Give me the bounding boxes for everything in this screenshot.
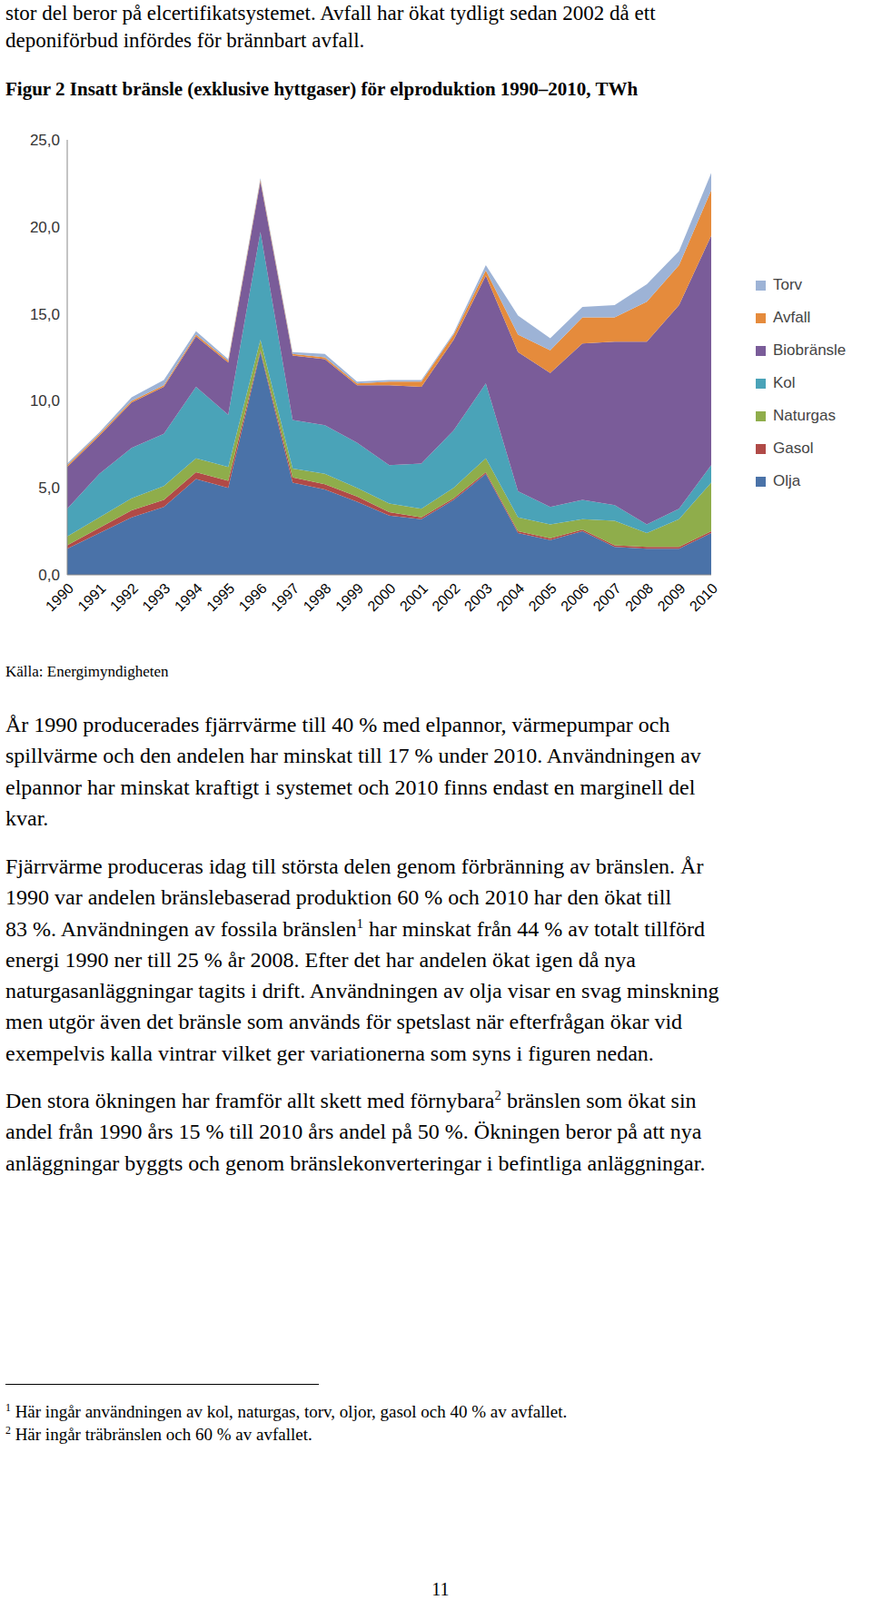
html-text:men utgör även det bränsle som: men utgör även det bränsle som används f… — [5, 1010, 683, 1035]
svg-text:25,0: 25,0 — [29, 131, 60, 149]
svg-text:1997: 1997 — [267, 580, 302, 615]
svg-text:1992: 1992 — [107, 580, 141, 615]
html-text:Figur 2 Insatt bränsle (exklus: Figur 2 Insatt bränsle (exklusive hyttga… — [5, 78, 638, 100]
svg-text:1990: 1990 — [42, 580, 77, 615]
html-text:1Här ingår användningen av kol: 1Här ingår användningen av kol, naturgas… — [5, 1402, 567, 1422]
svg-text:15,0: 15,0 — [29, 306, 60, 324]
svg-text:2010: 2010 — [686, 580, 721, 615]
svg-text:1999: 1999 — [332, 580, 367, 615]
html-text:Gasol: Gasol — [772, 439, 814, 457]
html-text:Olja: Olja — [772, 472, 801, 490]
html-text:Källa: Energimyndigheten: Källa: Energimyndigheten — [5, 663, 169, 681]
svg-text:2007: 2007 — [590, 580, 625, 615]
html-text:Avfall: Avfall — [772, 308, 811, 327]
html-text:Den stora ökningen har framför: Den stora ökningen har framför allt sket… — [5, 1088, 697, 1113]
html-text:Torv: Torv — [772, 276, 803, 294]
svg-text:2005: 2005 — [525, 580, 560, 615]
svg-text:1993: 1993 — [138, 580, 173, 615]
svg-text:10,0: 10,0 — [29, 392, 60, 410]
svg-text:1998: 1998 — [300, 580, 335, 615]
svg-text:2003: 2003 — [461, 580, 496, 615]
html-text:elpannor har minskat kraftigt: elpannor har minskat kraftigt i systemet… — [5, 775, 696, 799]
svg-text:2008: 2008 — [622, 580, 656, 615]
html-text:energi 1990 ner till 25 % år 2: energi 1990 ner till 25 % år 2008. Efter… — [5, 948, 636, 972]
svg-text:1995: 1995 — [203, 580, 238, 615]
svg-text:2009: 2009 — [654, 580, 689, 615]
svg-text:1994: 1994 — [171, 580, 206, 615]
html-text:11: 11 — [431, 1579, 450, 1600]
html-text:deponiförbud infördes för brän: deponiförbud infördes för brännbart avfa… — [5, 29, 365, 52]
html-text:Naturgas: Naturgas — [772, 406, 836, 425]
html-text:Biobränsle: Biobränsle — [772, 341, 846, 359]
html-text:anläggningar byggts och genom: anläggningar byggts och genom bränslekon… — [5, 1151, 706, 1176]
svg-text:1991: 1991 — [74, 580, 109, 615]
html-text:kvar.: kvar. — [5, 806, 49, 831]
svg-text:20,0: 20,0 — [29, 218, 60, 237]
html-text:2Här ingår träbränslen och 60: 2Här ingår träbränslen och 60 % av avfal… — [5, 1424, 313, 1445]
svg-text:1996: 1996 — [236, 580, 270, 615]
html-text:andel från 1990 års 15 % till: andel från 1990 års 15 % till 2010 års a… — [5, 1120, 702, 1144]
html-text:Kol: Kol — [772, 374, 796, 392]
svg-text:5,0: 5,0 — [38, 479, 60, 497]
html-text:spillvärme och den andelen har: spillvärme och den andelen har minskat t… — [5, 744, 702, 768]
svg-text:2006: 2006 — [557, 580, 592, 615]
html-text:stor del beror på elcertifikat: stor del beror på elcertifikatsystemet. … — [5, 1, 656, 25]
html-text:naturgasanläggningar tagits i: naturgasanläggningar tagits i drift. Anv… — [5, 979, 719, 1003]
svg-text:2002: 2002 — [428, 580, 463, 615]
svg-text:2000: 2000 — [364, 580, 398, 615]
html-text:1990 var andelen bränslebasera: 1990 var andelen bränslebaserad produkti… — [5, 885, 672, 910]
html-text:exempelvis kalla vintrar vilke: exempelvis kalla vintrar vilket ger vari… — [5, 1041, 654, 1066]
html-text:83 %. Användningen av fossila: 83 %. Användningen av fossila bränslen1h… — [5, 916, 705, 941]
svg-text:2004: 2004 — [493, 580, 527, 615]
html-text:År 1990 producerades fjärrvärm: År 1990 producerades fjärrvärme till 40 … — [5, 713, 670, 737]
svg-text:0,0: 0,0 — [38, 566, 60, 585]
svg-text:2001: 2001 — [396, 580, 431, 615]
html-text:Fjärrvärme produceras idag til: Fjärrvärme produceras idag till största … — [5, 854, 704, 879]
